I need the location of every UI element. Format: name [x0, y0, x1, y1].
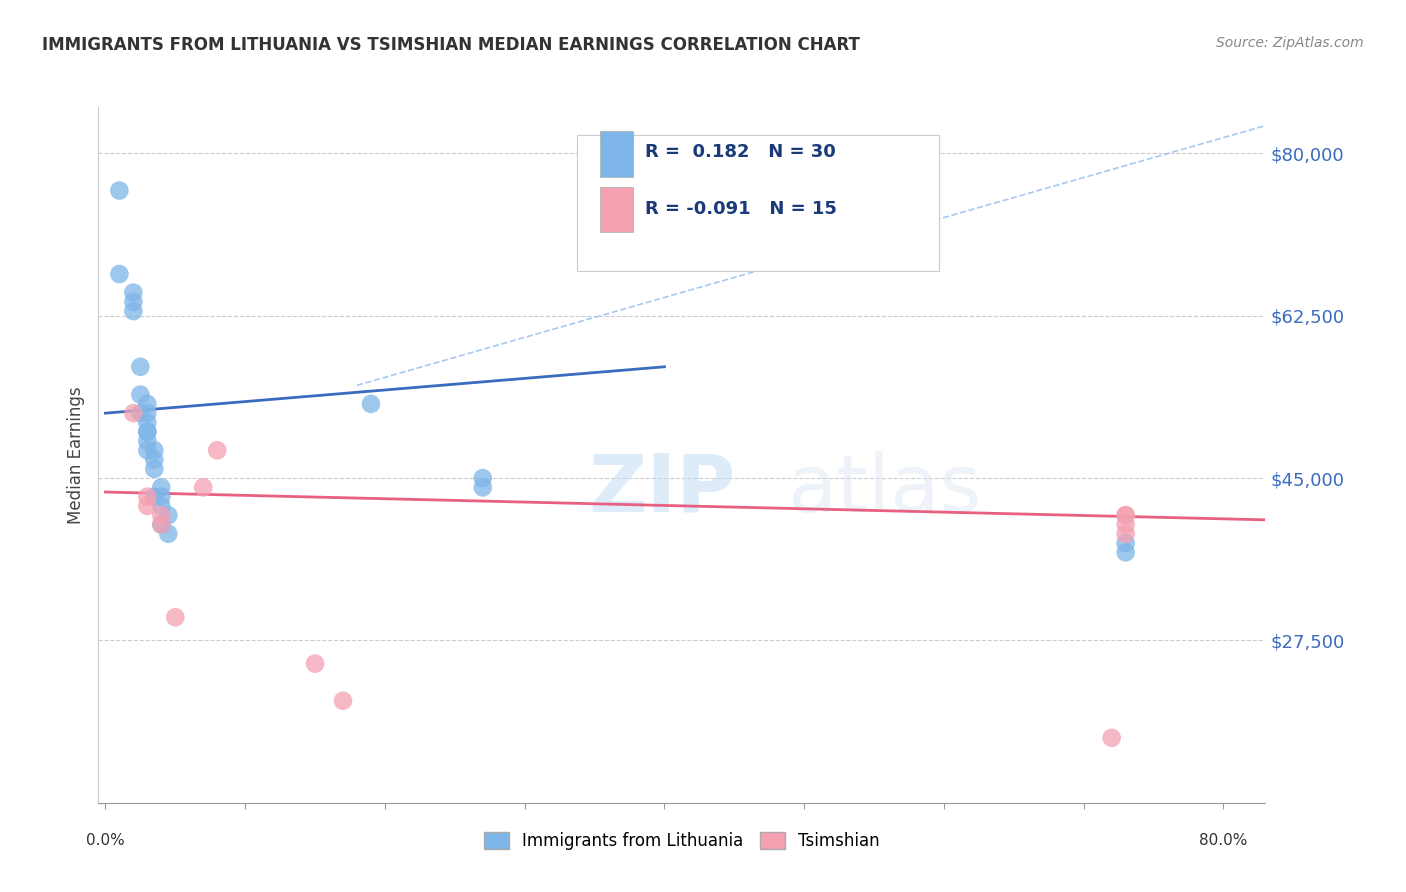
- Point: [193, 480, 215, 494]
- Point: [1115, 517, 1137, 532]
- Point: [143, 490, 166, 504]
- Text: IMMIGRANTS FROM LITHUANIA VS TSIMSHIAN MEDIAN EARNINGS CORRELATION CHART: IMMIGRANTS FROM LITHUANIA VS TSIMSHIAN M…: [42, 36, 860, 54]
- Point: [360, 397, 382, 411]
- Point: [136, 490, 159, 504]
- Y-axis label: Median Earnings: Median Earnings: [66, 386, 84, 524]
- Point: [1115, 508, 1137, 523]
- Text: 80.0%: 80.0%: [1199, 833, 1247, 848]
- Point: [150, 490, 173, 504]
- Point: [150, 517, 173, 532]
- FancyBboxPatch shape: [600, 187, 633, 232]
- Point: [143, 462, 166, 476]
- Point: [122, 294, 145, 309]
- Point: [136, 425, 159, 439]
- Point: [165, 610, 187, 624]
- FancyBboxPatch shape: [600, 131, 633, 177]
- Point: [150, 517, 173, 532]
- Point: [150, 499, 173, 513]
- Point: [1115, 526, 1137, 541]
- Point: [304, 657, 326, 671]
- Point: [471, 480, 494, 494]
- FancyBboxPatch shape: [576, 135, 939, 270]
- Point: [205, 443, 228, 458]
- Point: [471, 471, 494, 485]
- Text: 0.0%: 0.0%: [86, 833, 125, 848]
- Point: [129, 406, 152, 420]
- Text: R =  0.182   N = 30: R = 0.182 N = 30: [644, 144, 835, 161]
- Point: [136, 425, 159, 439]
- Point: [122, 406, 145, 420]
- Text: Source: ZipAtlas.com: Source: ZipAtlas.com: [1216, 36, 1364, 50]
- Point: [136, 443, 159, 458]
- Point: [1115, 545, 1137, 559]
- Point: [143, 443, 166, 458]
- Point: [136, 499, 159, 513]
- Point: [157, 526, 180, 541]
- Text: R = -0.091   N = 15: R = -0.091 N = 15: [644, 201, 837, 219]
- Point: [108, 267, 131, 281]
- Point: [122, 304, 145, 318]
- Legend: Immigrants from Lithuania, Tsimshian: Immigrants from Lithuania, Tsimshian: [477, 826, 887, 857]
- Point: [136, 434, 159, 448]
- Point: [1101, 731, 1123, 745]
- Point: [136, 416, 159, 430]
- Point: [136, 406, 159, 420]
- Point: [1115, 508, 1137, 523]
- Point: [1115, 536, 1137, 550]
- Point: [150, 508, 173, 523]
- Text: ZIP: ZIP: [589, 450, 735, 529]
- Point: [157, 508, 180, 523]
- Point: [136, 397, 159, 411]
- Point: [108, 184, 131, 198]
- Point: [332, 694, 354, 708]
- Point: [129, 387, 152, 401]
- Point: [143, 452, 166, 467]
- Point: [150, 480, 173, 494]
- Point: [129, 359, 152, 374]
- Text: atlas: atlas: [787, 450, 981, 529]
- Point: [122, 285, 145, 300]
